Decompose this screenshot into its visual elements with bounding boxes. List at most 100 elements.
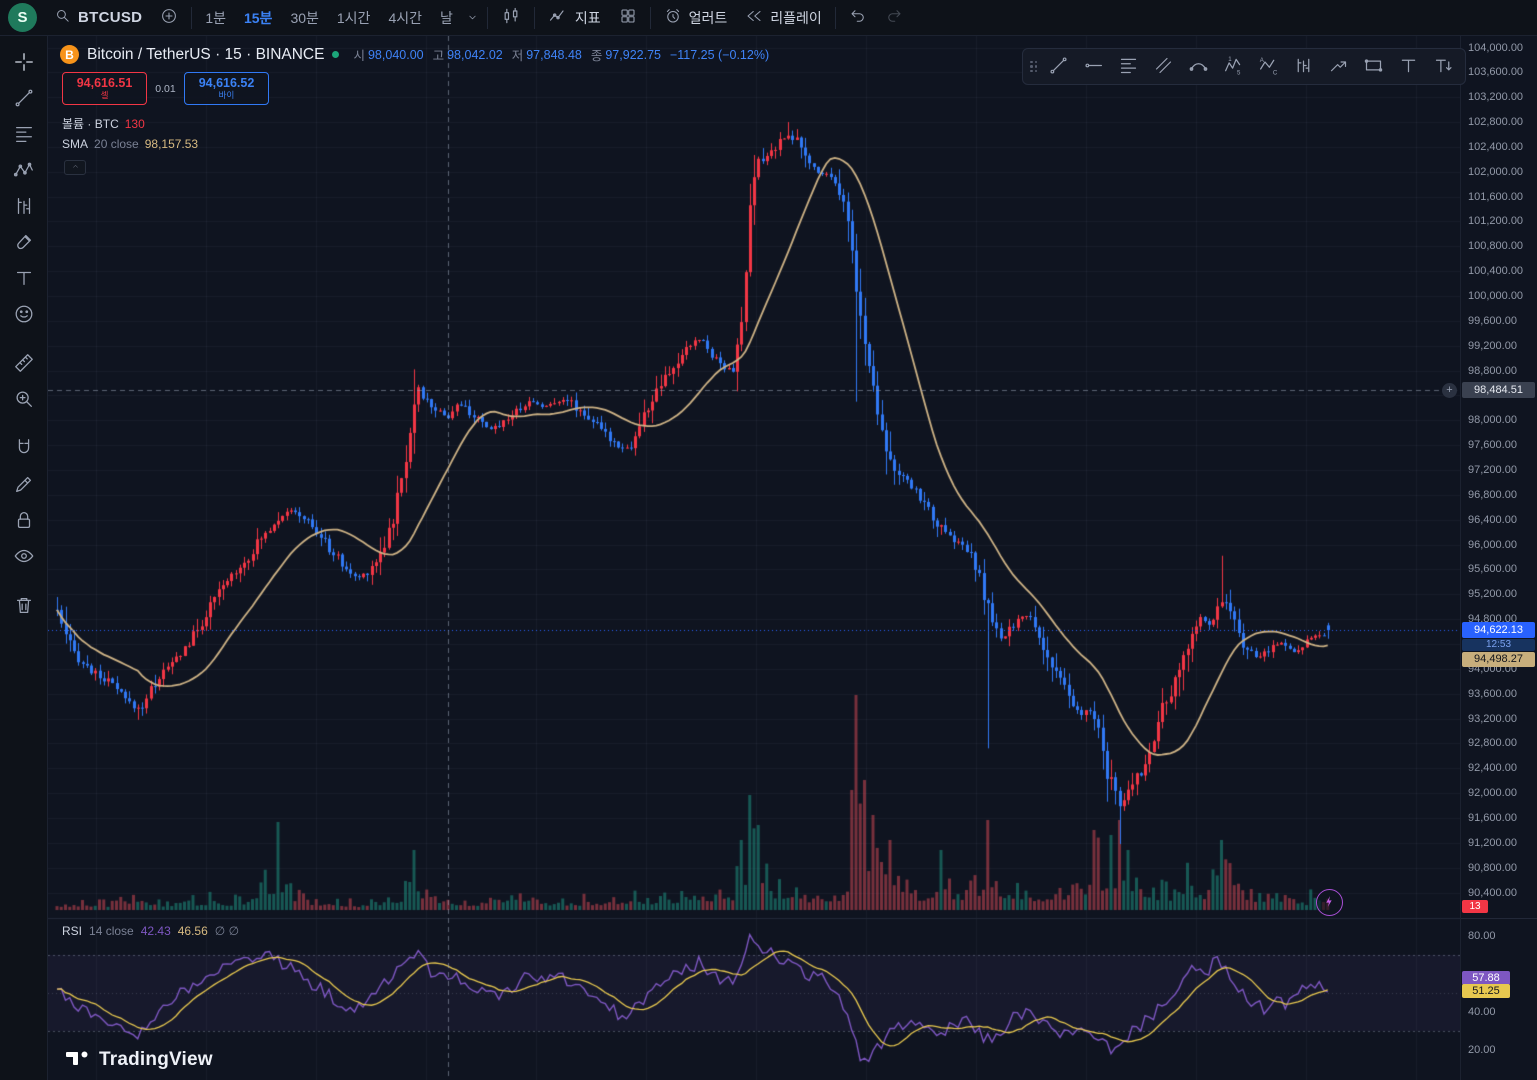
tradingview-logo-text: TradingView: [99, 1048, 213, 1070]
bars-pattern-icon: [13, 195, 35, 220]
volume-legend-title: 볼륨 · BTC: [62, 117, 119, 131]
price-tick: 103,600.00: [1468, 66, 1524, 79]
volume-value-label: 13: [1462, 900, 1488, 913]
symbol-title[interactable]: Bitcoin / TetherUS · 15 · BINANCE: [87, 45, 325, 63]
indicators-button[interactable]: 지표: [539, 0, 610, 36]
price-tick: 104,000.00: [1468, 41, 1524, 54]
trend-line-tool-button[interactable]: [6, 81, 42, 117]
magnet-tool-button[interactable]: [6, 431, 42, 467]
price-tick: 99,200.00: [1468, 339, 1517, 352]
buy-label: 바이: [218, 89, 235, 100]
chart-style-button[interactable]: [492, 0, 530, 36]
lock-drawings-tool-button[interactable]: [6, 503, 42, 539]
fav-parallel-channel-button[interactable]: [1146, 52, 1180, 81]
price-tick: 95,200.00: [1468, 588, 1517, 601]
change-value: −117.25 (−0.12%): [669, 47, 770, 62]
text-icon: [13, 267, 35, 292]
fav-text-button[interactable]: [1391, 52, 1425, 81]
fav-curve-button[interactable]: [1181, 52, 1215, 81]
fav-bars-pattern-button[interactable]: [1286, 52, 1320, 81]
drawing-mode-tool-button[interactable]: [6, 467, 42, 503]
rsi-legend-title: RSI: [62, 924, 83, 938]
chart-canvas[interactable]: [48, 36, 1460, 1080]
svg-text:A: A: [1259, 57, 1264, 64]
crosshair-tool-button[interactable]: [6, 45, 42, 81]
countdown-label: 12:53: [1462, 639, 1535, 652]
price-tick: 92,000.00: [1468, 787, 1517, 800]
buy-button[interactable]: 94,616.52 바이: [184, 72, 269, 105]
redo-button[interactable]: [876, 0, 912, 36]
rsi-tick: 80.00: [1468, 930, 1496, 942]
trend-line-icon: [13, 87, 35, 112]
timeframe-날[interactable]: 날: [431, 0, 462, 36]
open-value: 98,040.00: [367, 47, 424, 62]
instant-order-lightning-button[interactable]: [1316, 889, 1343, 916]
sma-legend-value: 98,157.53: [144, 137, 199, 151]
drag-handle[interactable]: [1028, 60, 1040, 73]
undo-button[interactable]: [840, 0, 876, 36]
timeframe-1시간[interactable]: 1시간: [328, 0, 380, 36]
brush-tool-button[interactable]: [6, 225, 42, 261]
sell-button[interactable]: 94,616.51 셀: [62, 72, 147, 105]
emoji-tool-button[interactable]: [6, 297, 42, 333]
price-tick: 102,000.00: [1468, 165, 1524, 178]
timeframe-30분[interactable]: 30분: [281, 0, 327, 36]
user-avatar[interactable]: S: [8, 3, 37, 32]
measure-tool-button[interactable]: [6, 346, 42, 382]
rsi-legend[interactable]: RSI 14 close 42.43 46.56 ∅ ∅: [62, 924, 239, 938]
market-status-dot[interactable]: [332, 51, 340, 58]
undo-arrow-icon: [849, 7, 867, 28]
alert-button[interactable]: 얼러트: [655, 0, 737, 36]
toolbar-separator: [533, 6, 535, 29]
layout-grid-button[interactable]: [610, 0, 646, 36]
zoom-tool-button[interactable]: [6, 382, 42, 418]
tradingview-logo[interactable]: TradingView: [64, 1044, 213, 1075]
price-tick: 90,800.00: [1468, 861, 1517, 874]
low-value: 97,848.48: [526, 47, 582, 62]
fav-trend-line-button[interactable]: [1041, 52, 1075, 81]
timeframe-4시간[interactable]: 4시간: [379, 0, 431, 36]
svg-text:1: 1: [1228, 56, 1232, 63]
fav-anchored-text-button[interactable]: [1426, 52, 1460, 81]
fav-forecast-button[interactable]: [1321, 52, 1355, 81]
close-value: 97,922.75: [605, 47, 661, 62]
pane-separator[interactable]: [1461, 918, 1537, 919]
timeframe-15분[interactable]: 15분: [235, 0, 281, 36]
fib-retracement-tool-button[interactable]: [6, 117, 42, 153]
timeframe-1분[interactable]: 1분: [196, 0, 235, 36]
rsi-ma-legend-value: 46.56: [177, 924, 208, 938]
xabcd-pattern-tool-button[interactable]: [6, 153, 42, 189]
remove-drawings-tool-button[interactable]: [6, 588, 42, 624]
magnifier-icon: [13, 388, 35, 413]
candles-icon: [501, 6, 521, 29]
xabcd-pattern-icon: [13, 159, 35, 184]
price-axis[interactable]: 104,000.00 103,600.00 103,200.00 102,800.00…: [1460, 36, 1537, 1080]
timeframe-menu-button[interactable]: [462, 0, 483, 36]
text-tool-button[interactable]: [6, 261, 42, 297]
indicators-icon: [548, 6, 568, 29]
emoji-icon: [13, 303, 35, 328]
price-tick: 91,600.00: [1468, 811, 1517, 824]
add-alert-plus-button[interactable]: +: [1442, 383, 1457, 398]
fav-rectangle-button[interactable]: [1356, 52, 1390, 81]
fav-fib-retracement-button[interactable]: [1111, 52, 1145, 81]
collapse-legend-button[interactable]: [64, 160, 86, 175]
sma-legend[interactable]: SMA 20 close 98,157.53: [62, 137, 198, 151]
sma-legend-params: 20 close: [94, 137, 139, 151]
fav-horizontal-ray-button[interactable]: [1076, 52, 1110, 81]
hide-drawings-tool-button[interactable]: [6, 539, 42, 575]
indicators-label: 지표: [574, 9, 601, 26]
symbol-header: B Bitcoin / TetherUS · 15 · BINANCE 시 98…: [60, 45, 769, 64]
compare-add-button[interactable]: [151, 0, 187, 36]
prediction-tool-button[interactable]: [6, 189, 42, 225]
fib-retracement-icon: [1118, 55, 1139, 79]
lightning-icon: [1323, 894, 1336, 912]
price-tick: 92,400.00: [1468, 762, 1517, 775]
symbol-search-button[interactable]: BTCUSD: [45, 0, 151, 36]
volume-legend[interactable]: 볼륨 · BTC 130: [62, 115, 145, 132]
replay-button[interactable]: 리플레이: [736, 0, 831, 36]
